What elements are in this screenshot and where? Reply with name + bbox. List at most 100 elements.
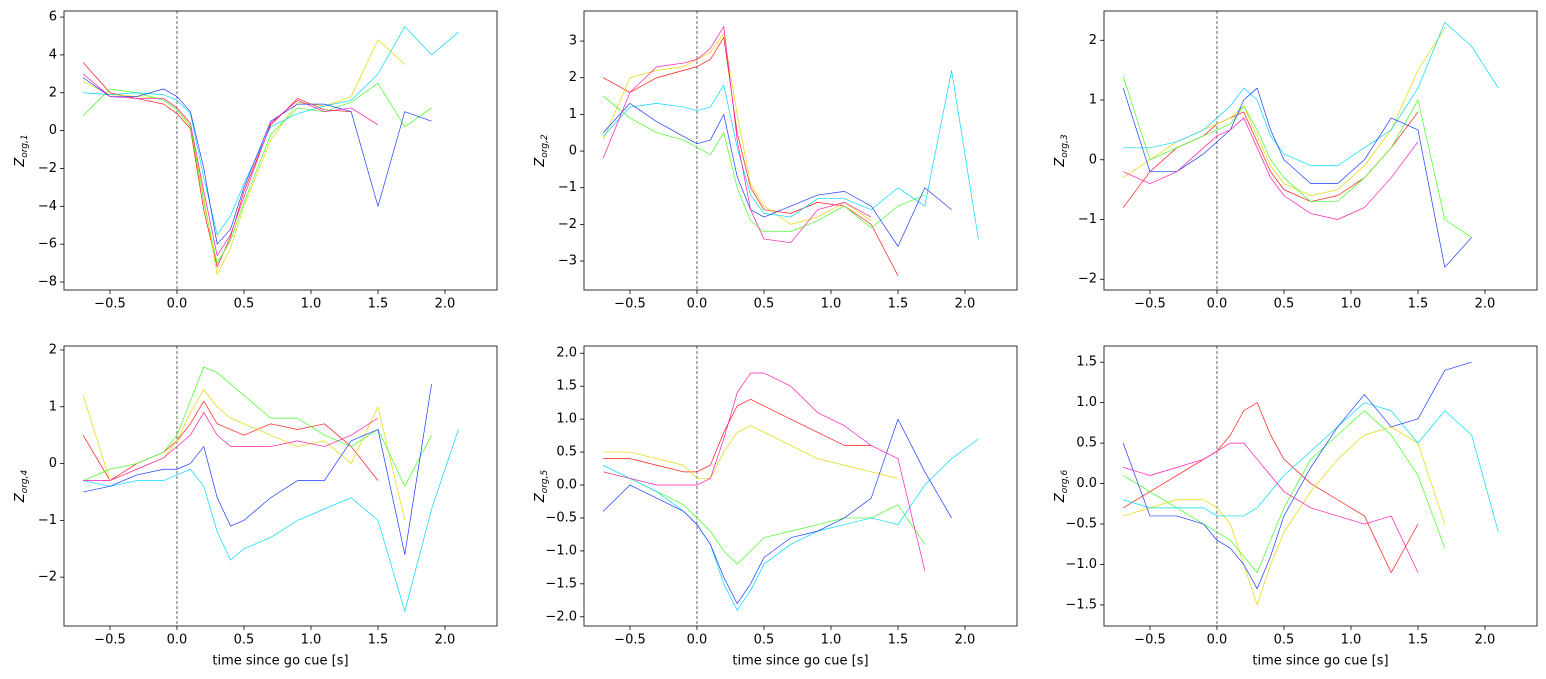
x-tick-label: 2.0 — [1475, 633, 1496, 648]
y-tick-label: 0 — [1089, 152, 1097, 167]
y-tick-label: 1 — [49, 399, 57, 414]
y-tick-label: 1 — [569, 107, 577, 122]
x-tick-label: 0.0 — [687, 633, 708, 648]
series-line — [602, 33, 872, 225]
x-tick-label: −0.5 — [614, 297, 646, 312]
series-line — [82, 77, 432, 245]
x-tick-label: 0.0 — [1207, 633, 1228, 648]
x-tick-label: 1.5 — [888, 297, 909, 312]
y-tick-label: 1.5 — [556, 379, 577, 394]
y-tick-label: 2 — [49, 85, 57, 100]
x-tick-label: −0.5 — [1134, 633, 1166, 648]
series-line — [82, 73, 379, 256]
y-tick-label: −2 — [38, 570, 57, 585]
x-tick-label: 1.5 — [368, 297, 389, 312]
subplot: −0.5 0.0 0.5 1.0 1.5 2.0 −2 −1 0 1 2 Zorg,4 time sin… — [13, 342, 498, 669]
x-tick-label: 0.0 — [1207, 297, 1228, 312]
y-label-sub: org,6 — [1060, 470, 1070, 494]
y-tick-label: 0 — [49, 123, 57, 138]
series-line — [602, 103, 952, 247]
x-tick-label: 0.5 — [754, 633, 775, 648]
x-tick-label: 2.0 — [1475, 297, 1496, 312]
x-tick-label: 0.5 — [1274, 633, 1295, 648]
axes-frame — [63, 10, 498, 291]
y-tick-label: −0.5 — [545, 510, 577, 525]
x-tick-label: 1.5 — [888, 633, 909, 648]
y-tick-label: 0.0 — [556, 478, 577, 493]
x-tick-label: 0.5 — [234, 633, 255, 648]
y-tick-label: −1.5 — [545, 576, 577, 591]
series-line — [602, 95, 925, 233]
series-line — [603, 372, 926, 571]
axes-frame — [1103, 345, 1538, 627]
y-tick-label: 1 — [1089, 93, 1097, 108]
y-tick-label: 0.5 — [1076, 436, 1097, 451]
series-line — [603, 471, 926, 565]
x-tick-label: 2.0 — [435, 633, 456, 648]
y-tick-label: −2 — [558, 217, 577, 232]
series-line — [1123, 22, 1499, 167]
y-tick-label: −2.0 — [545, 609, 577, 624]
x-tick-label: 1.0 — [821, 297, 842, 312]
y-tick-label: −6 — [38, 237, 57, 252]
axes-frame — [583, 345, 1018, 627]
y-tick-label: −0.5 — [1065, 517, 1097, 532]
x-tick-label: 0.5 — [754, 297, 775, 312]
series-line — [1123, 117, 1419, 220]
y-label-main: Z — [533, 492, 548, 503]
x-tick-label: 1.0 — [1341, 633, 1362, 648]
y-tick-label: −8 — [38, 275, 57, 290]
series-line — [82, 389, 406, 521]
subplot: −0.5 0.0 0.5 1.0 1.5 2.0 −2 −1 0 1 2 Zorg,3 — [1053, 10, 1538, 312]
y-label-sub: org,1 — [20, 134, 30, 158]
x-tick-label: 1.5 — [368, 633, 389, 648]
y-axis-label: Zorg,1 — [13, 134, 30, 167]
series-line — [603, 399, 872, 473]
series-line — [83, 383, 432, 555]
series-line — [83, 39, 406, 275]
y-label-sub: org,4 — [20, 470, 30, 494]
x-tick-label: 1.5 — [1408, 633, 1429, 648]
y-tick-label: −2 — [1078, 272, 1097, 287]
y-tick-label: 1.5 — [1076, 355, 1097, 370]
x-tick-label: −0.5 — [94, 633, 126, 648]
y-label-main: Z — [13, 157, 28, 168]
axes-frame — [583, 10, 1018, 291]
x-tick-label: 1.0 — [301, 297, 322, 312]
x-tick-label: 1.5 — [1408, 297, 1429, 312]
x-tick-label: 0.5 — [234, 297, 255, 312]
y-tick-label: 3 — [569, 34, 577, 49]
x-tick-label: −0.5 — [94, 297, 126, 312]
series-line — [1122, 361, 1472, 590]
series-line — [602, 26, 872, 244]
y-label-main: Z — [13, 492, 28, 503]
series-line — [602, 70, 979, 240]
x-tick-label: 1.0 — [1341, 297, 1362, 312]
series-line — [83, 366, 432, 487]
x-axis-label: time since go cue [s] — [1252, 654, 1388, 669]
x-tick-label: 1.0 — [301, 633, 322, 648]
series-line — [1122, 402, 1419, 573]
subplot: −0.5 0.0 0.5 1.0 1.5 2.0 −2.0 −1.5 −1.0 −0.5 0.0 0.… — [533, 345, 1018, 669]
y-tick-label: −1.0 — [1065, 557, 1097, 572]
y-tick-label: 0 — [49, 456, 57, 471]
subplot: −0.5 0.0 0.5 1.0 1.5 2.0 −1.5 −1.0 −0.5 0.0 0.5 1.0… — [1053, 345, 1538, 669]
series-line — [1123, 426, 1446, 606]
y-label-sub: org,3 — [1060, 134, 1070, 158]
series-line — [602, 418, 952, 604]
y-tick-label: −3 — [558, 254, 577, 269]
y-tick-label: 0.5 — [556, 445, 577, 460]
subplot: −0.5 0.0 0.5 1.0 1.5 2.0 −3 −2 −1 0 1 2 3 Zorg,2 — [533, 10, 1018, 312]
y-tick-label: −1.5 — [1065, 597, 1097, 612]
x-tick-label: 1.0 — [821, 633, 842, 648]
y-axis-label: Zorg,2 — [533, 134, 550, 168]
y-tick-label: −1 — [38, 513, 57, 528]
series-line — [82, 400, 379, 481]
axes-frame — [1103, 10, 1538, 291]
y-tick-label: 1.0 — [556, 412, 577, 427]
series-line — [603, 438, 979, 611]
x-tick-label: 0.5 — [1274, 297, 1295, 312]
x-tick-label: 0.0 — [167, 297, 188, 312]
